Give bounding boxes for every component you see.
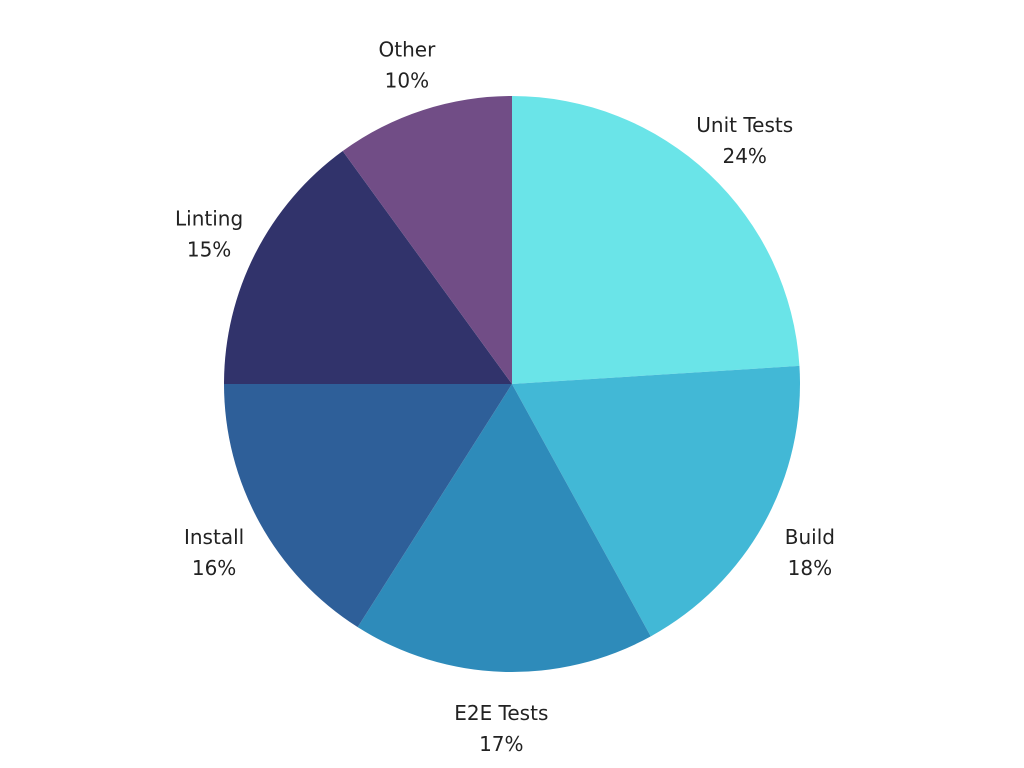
- pie-slice-build: [512, 365, 800, 637]
- slice-name-build: Build: [785, 525, 835, 549]
- slice-label-build: Build 18%: [785, 525, 835, 580]
- pie-labels: Unit Tests 24% Build 18% E2E Tests 17% Install…: [175, 38, 835, 756]
- slice-name-install: Install: [184, 525, 244, 549]
- slice-name-unit-tests: Unit Tests: [696, 113, 793, 137]
- slice-percent-unit-tests: 24%: [722, 144, 766, 168]
- slice-label-other: Other 10%: [379, 38, 437, 93]
- pie-slice-linting: [224, 151, 512, 384]
- slice-name-linting: Linting: [175, 207, 243, 231]
- slice-label-install: Install 16%: [184, 525, 244, 580]
- slice-label-e2e-tests: E2E Tests 17%: [454, 701, 548, 756]
- pie-slice-e2e-tests: [357, 384, 651, 673]
- slice-percent-e2e-tests: 17%: [479, 732, 523, 756]
- pie-slice-install: [224, 384, 512, 628]
- slice-label-unit-tests: Unit Tests 24%: [696, 113, 793, 168]
- slice-name-e2e-tests: E2E Tests: [454, 701, 548, 725]
- slice-percent-linting: 15%: [187, 238, 231, 262]
- slice-percent-install: 16%: [192, 556, 236, 580]
- pie-slices: [224, 96, 800, 673]
- pie-slice-unit-tests: [512, 96, 800, 384]
- slice-percent-other: 10%: [385, 69, 429, 93]
- slice-label-linting: Linting 15%: [175, 207, 243, 262]
- pie-slice-other: [342, 96, 512, 384]
- slice-name-other: Other: [379, 38, 437, 62]
- slice-percent-build: 18%: [788, 556, 832, 580]
